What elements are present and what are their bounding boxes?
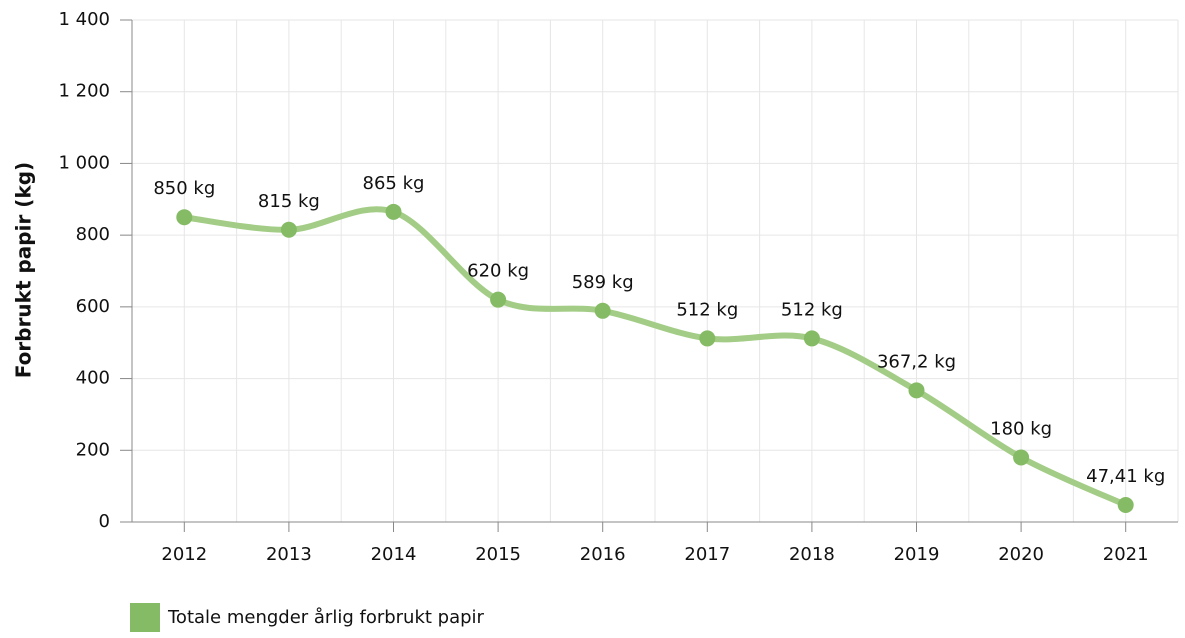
data-label: 865 kg — [363, 173, 425, 194]
point — [1013, 449, 1030, 466]
point — [1117, 497, 1134, 514]
y-tick-label: 1 200 — [58, 81, 110, 102]
x-tick-label: 2015 — [475, 544, 521, 565]
point — [699, 330, 716, 347]
legend-label: Totale mengder årlig forbrukt papir — [167, 607, 485, 628]
data-label: 589 kg — [572, 272, 634, 293]
point — [385, 203, 402, 220]
point — [594, 302, 611, 319]
point — [176, 209, 193, 226]
x-tick-label: 2016 — [580, 544, 626, 565]
y-tick-label: 1 000 — [58, 152, 110, 173]
y-tick-label: 200 — [76, 439, 110, 460]
x-tick-label: 2019 — [894, 544, 940, 565]
data-label: 512 kg — [781, 299, 843, 320]
data-label: 815 kg — [258, 191, 320, 212]
point — [803, 330, 820, 347]
x-tick-label: 2014 — [371, 544, 417, 565]
x-tick-label: 2017 — [684, 544, 730, 565]
y-tick-label: 600 — [76, 296, 110, 317]
data-label: 850 kg — [153, 178, 215, 199]
y-tick-label: 0 — [99, 511, 110, 532]
data-label: 47,41 kg — [1086, 466, 1165, 487]
y-tick-label: 800 — [76, 224, 110, 245]
data-label: 512 kg — [676, 299, 738, 320]
data-label: 620 kg — [467, 261, 529, 282]
point — [908, 382, 925, 399]
y-tick-label: 400 — [76, 368, 110, 389]
line — [181, 206, 1129, 508]
point — [490, 291, 507, 308]
y-axis-title: Forbrukt papir (kg) — [12, 162, 36, 378]
data-label: 180 kg — [990, 418, 1052, 439]
point — [280, 221, 297, 238]
data-label: 367,2 kg — [877, 351, 956, 372]
x-tick-label: 2020 — [998, 544, 1044, 565]
x-tick-label: 2018 — [789, 544, 835, 565]
y-tick-label: 1 400 — [58, 9, 110, 30]
x-tick-label: 2013 — [266, 544, 312, 565]
x-tick-label: 2021 — [1103, 544, 1149, 565]
legend-swatch — [130, 603, 160, 632]
x-tick-label: 2012 — [161, 544, 207, 565]
